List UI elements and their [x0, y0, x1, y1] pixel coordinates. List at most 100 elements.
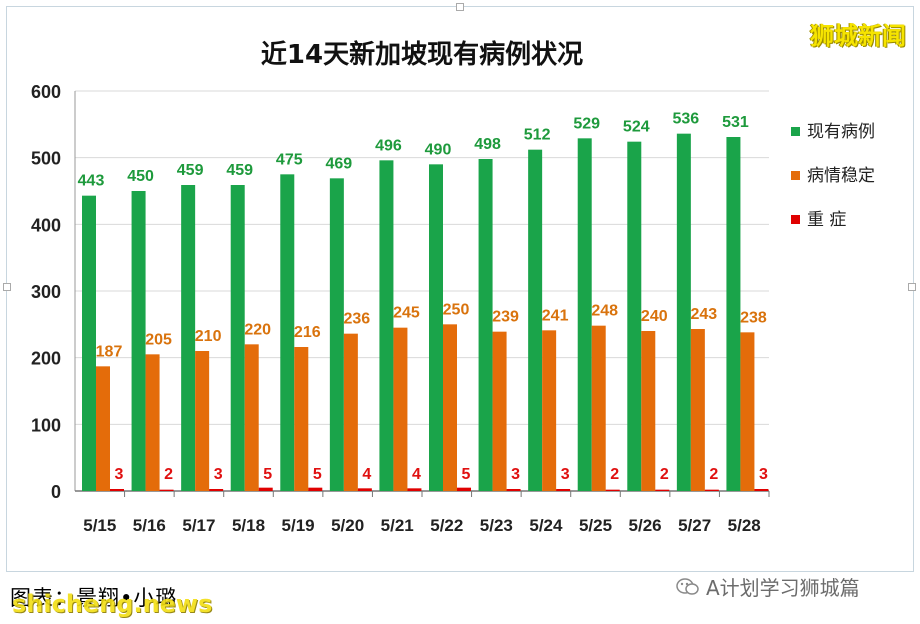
- legend-swatch: [791, 215, 800, 224]
- bar-stable: [145, 354, 160, 491]
- account-label: A计划学习狮城篇: [676, 572, 860, 601]
- x-tick-label: 5/15: [83, 516, 116, 535]
- wechat-icon: [676, 577, 699, 595]
- y-tick-label: 300: [31, 282, 61, 302]
- bar-critical: [704, 489, 719, 491]
- data-label: 248: [591, 303, 618, 320]
- data-label: 5: [263, 466, 272, 483]
- bar-active: [131, 191, 146, 491]
- data-label: 187: [96, 343, 123, 360]
- data-label: 3: [115, 466, 124, 483]
- x-tick-label: 5/19: [282, 516, 315, 535]
- bar-stable: [492, 331, 507, 491]
- bar-active: [379, 160, 394, 492]
- bar-stable: [641, 331, 656, 491]
- y-tick-label: 0: [51, 482, 61, 502]
- bar-stable: [343, 333, 358, 491]
- data-label: 245: [393, 305, 420, 322]
- x-tick-label: 5/16: [133, 516, 166, 535]
- bar-active: [627, 141, 642, 491]
- data-label: 529: [573, 115, 600, 132]
- bar-critical: [357, 488, 372, 491]
- bar-stable: [443, 324, 457, 491]
- legend-swatch: [791, 171, 800, 180]
- resize-handle-right[interactable]: [908, 283, 916, 291]
- bar-stable: [195, 351, 210, 491]
- bar-critical: [506, 489, 521, 491]
- data-label: 239: [492, 309, 519, 326]
- x-tick-label: 5/23: [480, 516, 513, 535]
- bar-active: [726, 137, 741, 491]
- resize-handle-left[interactable]: [3, 283, 11, 291]
- data-label: 2: [164, 466, 173, 483]
- legend-swatch: [791, 127, 800, 136]
- data-label: 3: [759, 466, 768, 483]
- watermark-logo: 狮城新闻: [810, 22, 906, 50]
- bar-critical: [258, 487, 273, 491]
- data-label: 2: [660, 466, 669, 483]
- y-tick-label: 200: [31, 349, 61, 369]
- data-label: 512: [524, 127, 551, 144]
- x-tick-label: 5/21: [381, 516, 414, 535]
- x-tick-label: 5/24: [529, 516, 563, 535]
- bar-critical: [407, 488, 422, 491]
- chart-credit: 图表：景翔•小璐: [10, 586, 178, 610]
- x-tick-label: 5/26: [629, 516, 662, 535]
- data-label: 205: [145, 331, 172, 348]
- x-tick-label: 5/20: [331, 516, 364, 535]
- data-label: 5: [313, 466, 322, 483]
- bar-critical: [209, 489, 224, 491]
- data-label: 459: [226, 162, 253, 179]
- bar-stable: [244, 344, 259, 491]
- bar-active: [329, 178, 344, 492]
- data-label: 220: [244, 321, 271, 338]
- account-name: A计划学习狮城篇: [706, 576, 860, 600]
- y-tick-label: 100: [31, 415, 61, 435]
- resize-handle-top[interactable]: [456, 3, 464, 11]
- bar-stable: [96, 366, 110, 491]
- bar-stable: [542, 330, 557, 491]
- bar-active: [230, 185, 245, 491]
- chart-title: 近14天新加坡现有病例状况: [261, 39, 583, 70]
- data-label: 536: [673, 111, 700, 128]
- data-label: 241: [542, 307, 569, 324]
- data-label: 490: [425, 141, 452, 158]
- bar-active: [280, 174, 295, 492]
- data-label: 250: [443, 301, 470, 318]
- data-label: 236: [344, 311, 371, 328]
- bar-critical: [655, 489, 670, 491]
- y-tick-label: 400: [31, 215, 61, 235]
- site-watermark: shicheng.news: [12, 590, 213, 618]
- x-tick-label: 5/18: [232, 516, 265, 535]
- bar-active: [676, 133, 691, 491]
- data-label: 524: [623, 119, 650, 136]
- y-tick-label: 500: [31, 149, 61, 169]
- bar-active: [478, 159, 493, 491]
- data-label: 240: [641, 308, 668, 325]
- x-tick-label: 5/27: [678, 516, 711, 535]
- data-label: 2: [610, 466, 619, 483]
- data-label: 2: [709, 466, 718, 483]
- bar-critical: [556, 489, 571, 491]
- bar-stable: [690, 329, 705, 491]
- legend-label: 病情稳定: [807, 166, 875, 186]
- data-label: 469: [326, 155, 353, 172]
- data-label: 3: [561, 466, 570, 483]
- bar-active: [429, 164, 443, 492]
- legend-label: 重 症: [807, 210, 846, 230]
- data-label: 496: [375, 137, 402, 154]
- y-tick-label: 600: [31, 82, 61, 102]
- data-label: 498: [474, 136, 501, 153]
- bar-critical: [605, 489, 620, 491]
- x-tick-label: 5/25: [579, 516, 612, 535]
- data-label: 5: [462, 466, 471, 483]
- bar-critical: [110, 489, 124, 491]
- data-label: 450: [127, 168, 154, 185]
- legend-label: 现有病例: [807, 122, 875, 142]
- bar-stable: [740, 332, 755, 491]
- x-tick-label: 5/17: [182, 516, 215, 535]
- bar-stable: [294, 347, 309, 491]
- x-tick-label: 5/22: [430, 516, 463, 535]
- bar-chart: 近14天新加坡现有病例状况01002003004005006005/154431…: [31, 39, 875, 535]
- bar-active: [577, 138, 592, 492]
